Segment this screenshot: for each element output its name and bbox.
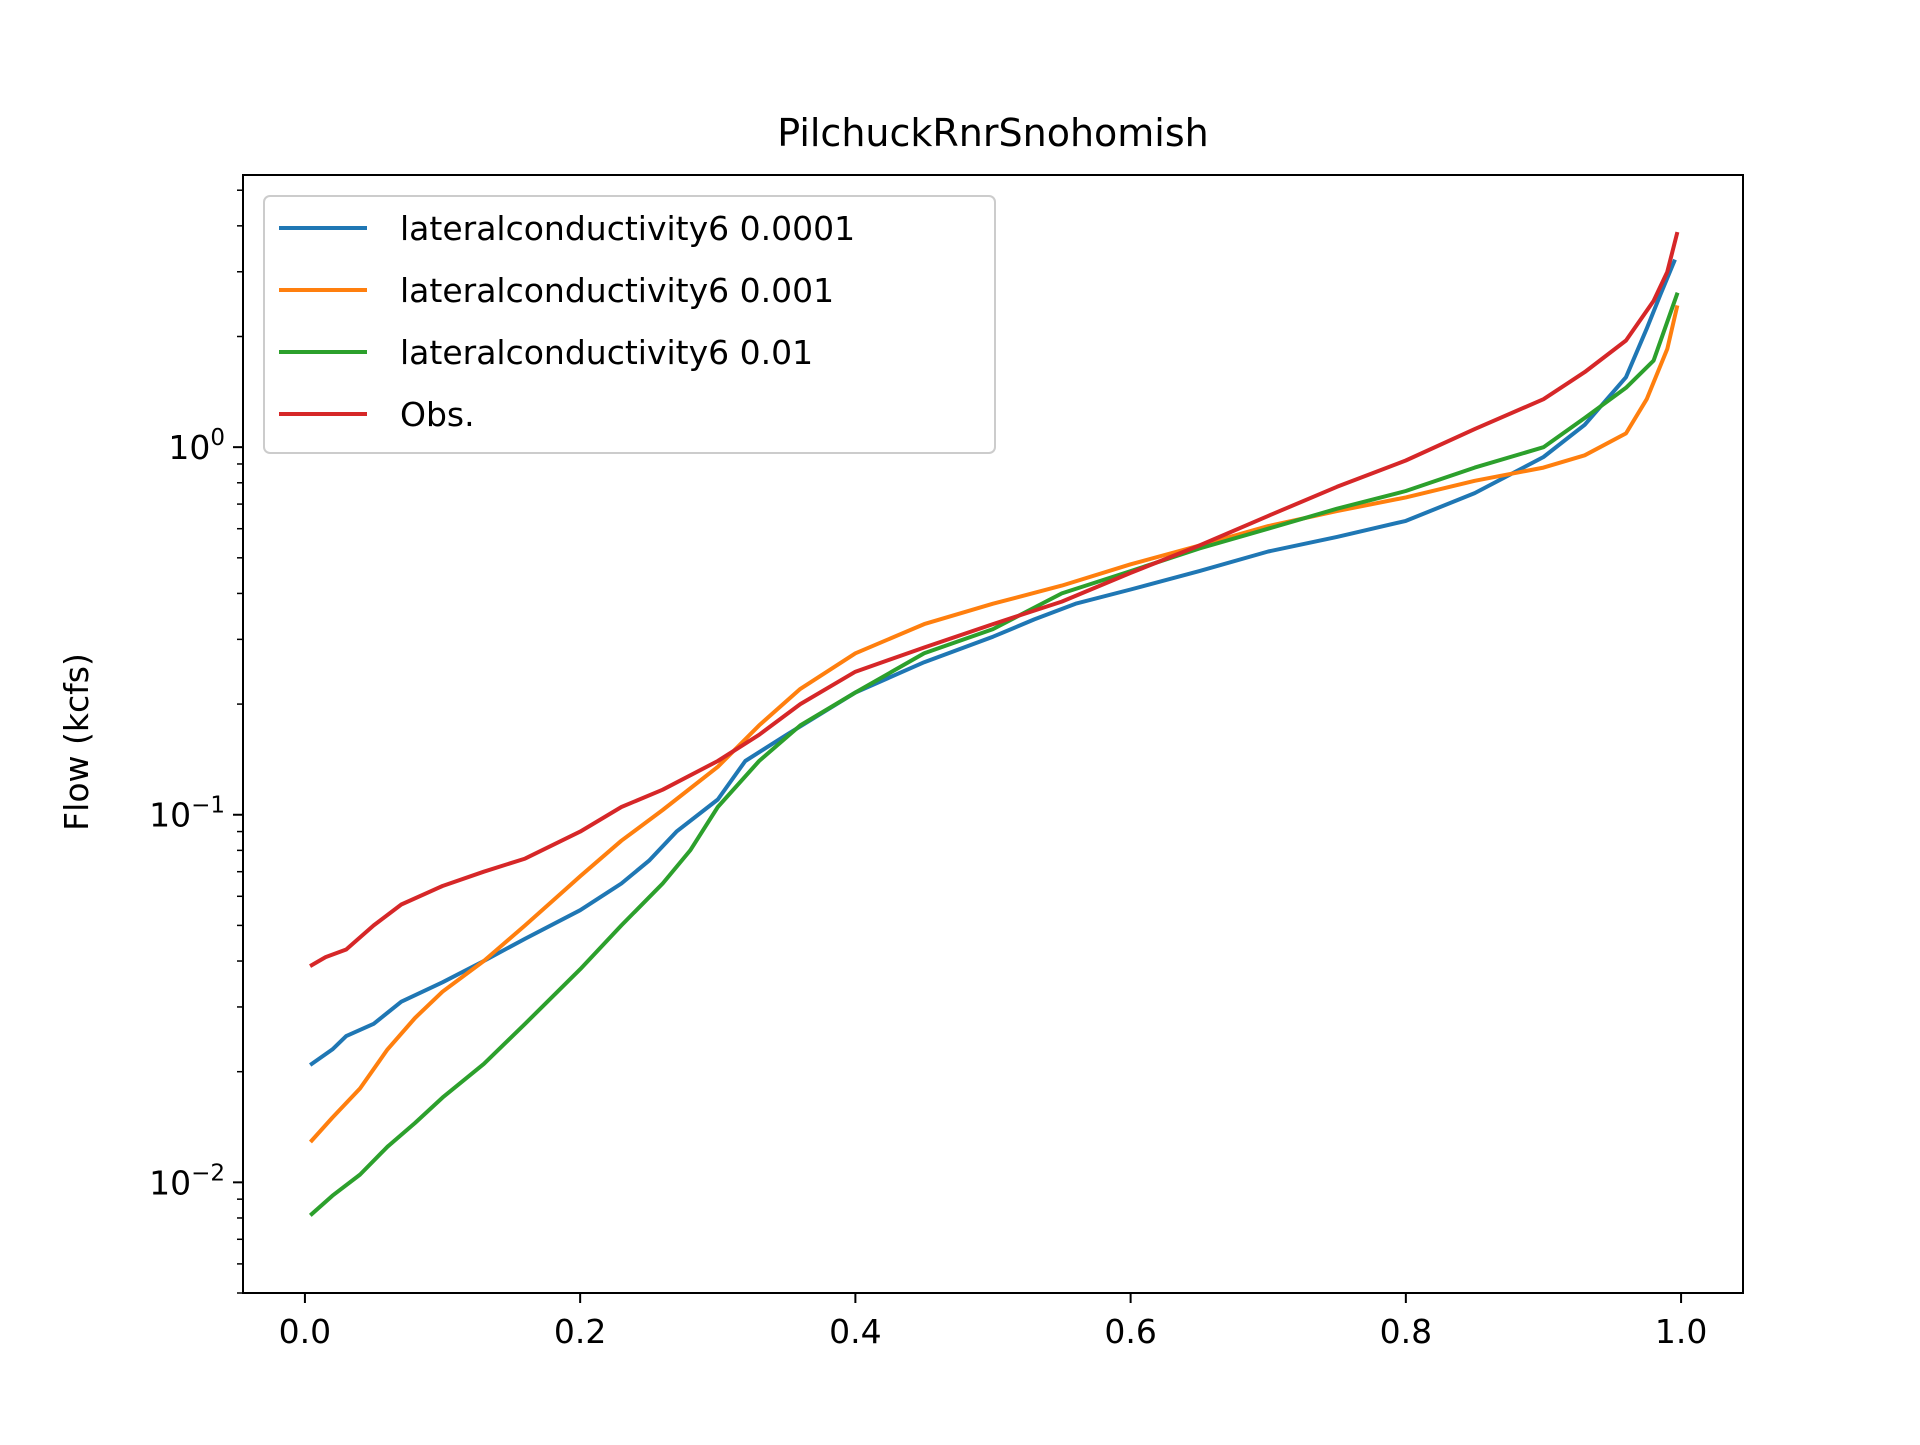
chart-title: PilchuckRnrSnohomish: [777, 111, 1209, 155]
series-line-3: [308, 292, 1680, 1217]
legend-label: Obs.: [400, 395, 475, 434]
y-tick-label: 100: [168, 425, 225, 467]
axes: 0.0 0.2 0.4 0.6 0.8 1.0 100 10−1 10−2: [149, 174, 1744, 1351]
x-tick-label: 0.2: [554, 1312, 606, 1351]
legend-box: [263, 195, 996, 454]
legend: lateralconductivity6 0.0001 lateralconduc…: [263, 195, 996, 454]
x-tick-label: 0.8: [1380, 1312, 1432, 1351]
y-axis-label: Flow (kcfs): [57, 653, 96, 831]
legend-item: lateralconductivity6 0.01: [279, 333, 813, 372]
x-tick-label: 0.6: [1104, 1312, 1156, 1351]
axes-frame: [242, 174, 1744, 1294]
legend-item: lateralconductivity6 0.001: [279, 271, 834, 310]
plot-area: [308, 231, 1680, 1217]
series-line-4: [309, 231, 1680, 968]
legend-label: lateralconductivity6 0.001: [400, 271, 834, 310]
x-tick-label: 1.0: [1655, 1312, 1707, 1351]
legend-label: lateralconductivity6 0.0001: [400, 209, 855, 248]
legend-item: Obs.: [279, 395, 475, 434]
x-tick-label: 0.4: [829, 1312, 881, 1351]
y-tick-label: 10−1: [149, 793, 225, 835]
y-tick-label: 10−2: [149, 1160, 225, 1202]
x-tick-label: 0.0: [279, 1312, 331, 1351]
legend-label: lateralconductivity6 0.01: [400, 333, 813, 372]
series-lines: [308, 231, 1680, 1217]
series-line-2: [308, 305, 1680, 1144]
legend-item: lateralconductivity6 0.0001: [279, 209, 855, 248]
series-line-1: [309, 258, 1677, 1067]
